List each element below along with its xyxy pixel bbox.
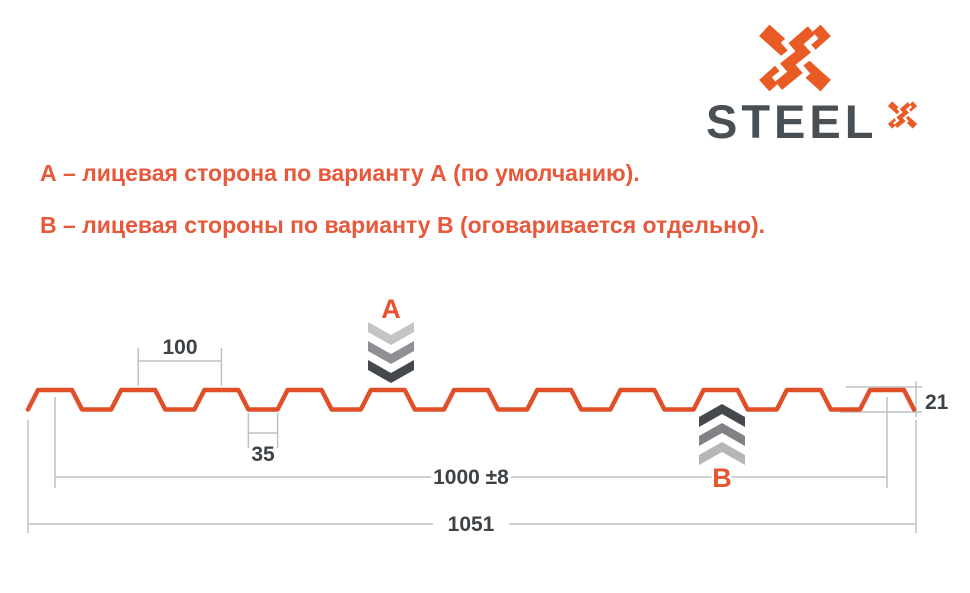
- dim-valley-width: 35: [247, 413, 279, 466]
- note-variant-b: В – лицевая стороны по варианту В (огова…: [40, 212, 766, 238]
- triple-chevron-up-icon: [699, 404, 745, 465]
- dim-crest-pitch-label: 100: [162, 336, 197, 359]
- dim-profile-height-label: 21: [925, 391, 949, 414]
- brand-name: STEEL: [706, 95, 878, 148]
- dim-profile-height: 21: [840, 381, 949, 417]
- triple-chevron-down-icon: [368, 322, 414, 383]
- side-b-marker: В: [699, 404, 745, 496]
- dim-overall-width: 1051: [27, 420, 917, 536]
- side-b-label: В: [712, 463, 732, 493]
- dim-crest-pitch: 100: [137, 336, 223, 386]
- dim-working-width-label: 1000 ±8: [433, 466, 509, 489]
- dim-overall-width-label: 1051: [448, 513, 495, 536]
- side-a-marker: А: [368, 294, 414, 383]
- note-variant-a: А – лицевая сторона по варианту А (по ум…: [40, 160, 640, 186]
- dim-working-width: 1000 ±8: [54, 397, 888, 489]
- profile-outline: [25, 387, 917, 412]
- x-with-s-monogram-icon: [752, 21, 838, 95]
- side-a-label: А: [381, 294, 401, 324]
- small-x-monogram-icon: [885, 100, 920, 130]
- dim-valley-width-label: 35: [251, 443, 275, 466]
